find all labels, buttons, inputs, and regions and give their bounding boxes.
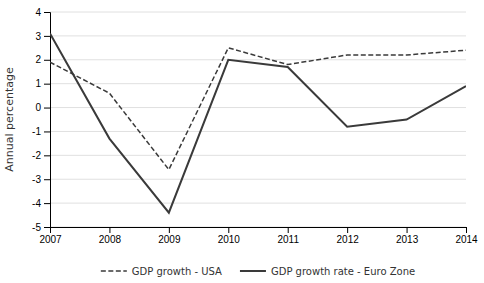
y-tick-label: -4 — [32, 198, 41, 209]
y-tick-label: -2 — [32, 150, 41, 161]
y-tick-mark — [44, 84, 50, 85]
y-tick-mark — [44, 131, 50, 132]
x-tick-mark — [109, 227, 110, 233]
x-tick: 2011 — [277, 227, 299, 245]
x-tick: 2007 — [39, 227, 62, 245]
y-tick: -3 — [32, 174, 50, 185]
series-line — [50, 48, 466, 170]
y-tick-label: -1 — [32, 126, 41, 137]
y-tick-mark — [44, 155, 50, 156]
grid-line — [50, 59, 466, 60]
y-tick-label: -3 — [32, 174, 41, 185]
plot-area: 20072008200920102011201220132014-5-4-3-2… — [32, 7, 478, 245]
x-axis: 2007 2008 2009 2010 2011 2012 2013 2014 — [39, 227, 478, 245]
y-tick-label: 2 — [35, 54, 41, 65]
grid-line — [50, 131, 466, 132]
legend-swatch — [101, 270, 127, 272]
x-tick: 2012 — [337, 227, 360, 245]
y-tick-label: -5 — [32, 222, 41, 233]
x-tick-mark — [169, 227, 170, 233]
y-tick-label: 3 — [35, 31, 41, 42]
legend-item: GDP growth - USA — [101, 266, 222, 277]
grid-line — [50, 203, 466, 204]
y-tick: 0 — [35, 102, 50, 113]
y-tick-mark — [44, 12, 50, 13]
grid — [50, 12, 466, 227]
legend-swatch — [240, 270, 266, 272]
y-axis: -5 -4 -3 -2 -1 0 1 2 3 4 — [32, 7, 50, 233]
series-group — [50, 34, 466, 213]
y-tick: -4 — [32, 198, 50, 209]
grid-line — [50, 155, 466, 156]
y-tick: 3 — [35, 31, 50, 42]
x-tick-mark — [407, 227, 408, 233]
x-tick-label: 2011 — [277, 234, 299, 245]
y-tick-mark — [44, 60, 50, 61]
x-tick: 2013 — [396, 227, 419, 245]
grid-line — [50, 35, 466, 36]
y-tick: -2 — [32, 150, 50, 161]
legend-item: GDP growth rate - Euro Zone — [240, 266, 415, 277]
grid-line — [50, 12, 466, 13]
x-tick-label: 2008 — [99, 234, 122, 245]
y-tick-mark — [44, 227, 50, 228]
y-tick: 1 — [35, 78, 50, 89]
x-tick-label: 2012 — [337, 234, 360, 245]
legend-label: GDP growth - USA — [132, 266, 222, 277]
series-line — [50, 34, 466, 213]
x-axis-line — [51, 228, 467, 234]
y-tick-mark — [44, 36, 50, 37]
y-tick: -5 — [32, 222, 50, 233]
x-tick: 2010 — [218, 227, 241, 245]
x-tick-mark — [347, 227, 348, 233]
y-axis-title: Annual percentage — [3, 67, 16, 172]
x-tick-label: 2010 — [218, 234, 241, 245]
x-tick: 2009 — [158, 227, 181, 245]
grid-line — [50, 107, 466, 108]
x-tick-mark — [466, 227, 467, 233]
x-tick-label: 2013 — [396, 234, 419, 245]
chart: 20072008200920102011201220132014-5-4-3-2… — [0, 0, 484, 283]
y-tick-mark — [44, 203, 50, 204]
y-tick-label: 1 — [35, 78, 41, 89]
x-tick-label: 2007 — [39, 234, 62, 245]
y-tick-label: 0 — [35, 102, 41, 113]
y-tick: 2 — [35, 54, 50, 65]
x-tick: 2014 — [455, 227, 478, 245]
x-tick-label: 2009 — [158, 234, 181, 245]
x-tick-mark — [288, 227, 289, 233]
y-tick: -1 — [32, 126, 50, 137]
grid-line — [50, 83, 466, 84]
y-tick-mark — [44, 179, 50, 180]
y-axis-line — [44, 13, 51, 228]
y-tick-mark — [44, 108, 50, 109]
x-tick-label: 2014 — [455, 234, 478, 245]
legend: GDP growth - USA GDP growth rate - Euro Z… — [101, 266, 415, 277]
y-tick: 4 — [35, 7, 50, 18]
x-tick-mark — [228, 227, 229, 233]
x-tick: 2008 — [99, 227, 122, 245]
grid-line — [50, 179, 466, 180]
legend-label: GDP growth rate - Euro Zone — [271, 266, 415, 277]
y-tick-label: 4 — [35, 7, 41, 18]
